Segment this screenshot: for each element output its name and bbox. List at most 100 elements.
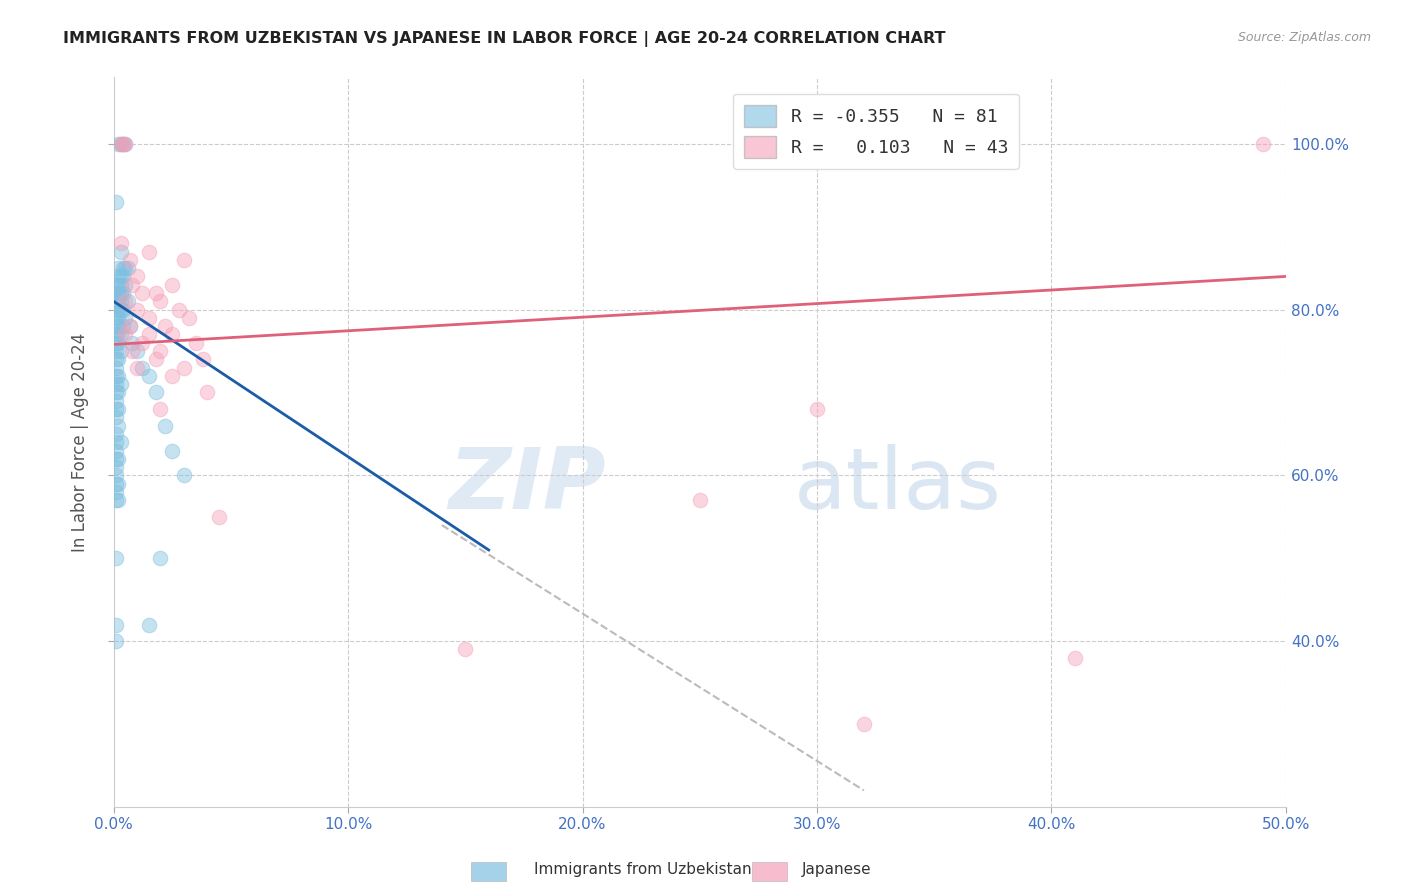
Point <box>107 352 129 367</box>
Point <box>110 327 132 342</box>
Point <box>107 294 129 309</box>
Point <box>852 717 875 731</box>
Point <box>160 443 183 458</box>
Point <box>111 285 134 300</box>
Point <box>104 194 127 209</box>
Point <box>104 368 127 383</box>
Point <box>111 302 134 317</box>
Point <box>125 360 148 375</box>
Point <box>104 460 127 475</box>
Y-axis label: In Labor Force | Age 20-24: In Labor Force | Age 20-24 <box>72 333 89 552</box>
Point <box>138 327 160 342</box>
Point <box>110 277 132 292</box>
Point <box>121 277 143 292</box>
Point <box>104 426 127 441</box>
Point <box>153 319 176 334</box>
Point <box>160 327 183 342</box>
Point <box>104 327 127 342</box>
Point <box>107 418 129 433</box>
Point <box>689 493 711 508</box>
Point <box>107 327 129 342</box>
Point <box>145 385 167 400</box>
Point <box>107 319 129 334</box>
Point <box>104 443 127 458</box>
Point <box>104 451 127 466</box>
Point <box>104 485 127 500</box>
Point <box>114 261 136 276</box>
Point <box>114 136 136 151</box>
Point <box>1251 136 1274 151</box>
Point <box>111 261 134 276</box>
Point <box>104 468 127 483</box>
Point <box>125 344 148 359</box>
Point <box>104 476 127 491</box>
Point <box>149 344 172 359</box>
Point <box>107 277 129 292</box>
Point <box>167 302 190 317</box>
Point <box>117 261 139 276</box>
Point <box>1064 650 1087 665</box>
Point <box>104 277 127 292</box>
Point <box>107 136 129 151</box>
Point <box>114 327 136 342</box>
Point <box>121 344 143 359</box>
Point <box>125 269 148 284</box>
Point <box>131 285 153 300</box>
Point <box>138 368 160 383</box>
Point <box>160 368 183 383</box>
Point <box>104 410 127 425</box>
Point <box>104 393 127 408</box>
Point <box>110 269 132 284</box>
Point <box>107 476 129 491</box>
Point <box>118 252 141 267</box>
Point <box>110 236 132 251</box>
Point <box>107 310 129 325</box>
Point <box>177 310 200 325</box>
Point <box>114 294 136 309</box>
Point <box>107 269 129 284</box>
Point <box>125 302 148 317</box>
Point <box>110 344 132 359</box>
Point <box>149 402 172 417</box>
Point <box>149 551 172 566</box>
Point <box>104 335 127 350</box>
Point <box>107 368 129 383</box>
Point <box>110 285 132 300</box>
Point <box>107 335 129 350</box>
Point <box>454 642 477 657</box>
Point <box>111 136 134 151</box>
Point <box>104 634 127 648</box>
Point <box>117 294 139 309</box>
Point <box>104 551 127 566</box>
Point <box>104 493 127 508</box>
Point <box>110 244 132 259</box>
Point <box>107 285 129 300</box>
Point <box>107 302 129 317</box>
Point <box>195 385 218 400</box>
Point <box>104 294 127 309</box>
Point <box>208 509 231 524</box>
Point <box>107 451 129 466</box>
Point <box>104 319 127 334</box>
Point <box>145 285 167 300</box>
Point <box>153 418 176 433</box>
Point <box>104 435 127 450</box>
Text: atlas: atlas <box>793 444 1001 527</box>
Point <box>110 294 132 309</box>
Point <box>173 360 195 375</box>
Point <box>138 244 160 259</box>
Point <box>145 352 167 367</box>
Point <box>110 377 132 392</box>
Point <box>110 136 132 151</box>
Point <box>104 285 127 300</box>
Point <box>104 385 127 400</box>
Text: Source: ZipAtlas.com: Source: ZipAtlas.com <box>1237 31 1371 45</box>
Point <box>104 344 127 359</box>
Point <box>110 302 132 317</box>
Point <box>104 402 127 417</box>
Point <box>110 435 132 450</box>
Point <box>107 493 129 508</box>
Point <box>131 335 153 350</box>
Point <box>111 319 134 334</box>
Point <box>110 136 132 151</box>
